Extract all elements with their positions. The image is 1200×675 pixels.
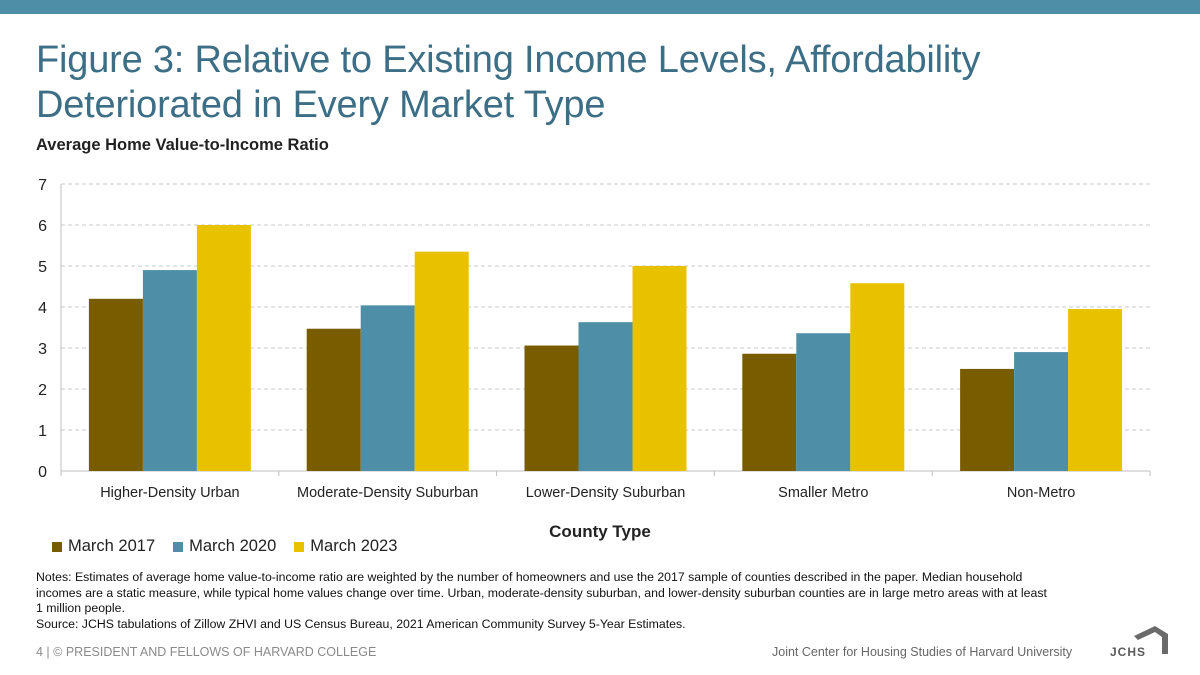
bar-chart: 0 1 2 3 4 5 6 7 Higher-Density Urban Moderate-Den… — [38, 177, 1151, 501]
x-tick-label-lower-density-suburban: Lower-Density Suburban — [526, 485, 686, 501]
bar-lower-density-suburban-march-2023 — [632, 266, 687, 471]
legend-swatch-2020 — [173, 541, 184, 552]
footer-organization: Joint Center for Housing Studies of Harv… — [772, 645, 1073, 659]
y-tick-label-5: 5 — [38, 259, 47, 276]
chart-legend: March 2017 March 2020 March 2023 — [52, 537, 397, 556]
y-tick-label-3: 3 — [38, 341, 47, 358]
chart-title: Average Home Value-to-Income Ratio — [36, 136, 329, 154]
bar-non-metro-march-2023 — [1068, 309, 1123, 471]
logo-text: JCHS — [1110, 645, 1147, 659]
y-tick-label-1: 1 — [38, 423, 47, 440]
x-tick-label-non-metro: Non-Metro — [1007, 485, 1076, 501]
legend-swatch-2017 — [52, 541, 62, 552]
y-tick-label-4: 4 — [38, 300, 47, 317]
bar-higher-density-urban-march-2023 — [196, 225, 251, 471]
bar-non-metro-march-2020 — [1014, 352, 1069, 471]
top-accent-bar — [0, 0, 1200, 14]
y-tick-label-0: 0 — [38, 464, 47, 481]
bar-higher-density-urban-march-2020 — [142, 270, 197, 471]
bar-smaller-metro-march-2023 — [850, 283, 905, 471]
bar-non-metro-march-2017 — [960, 368, 1015, 471]
y-tick-label-2: 2 — [38, 382, 47, 399]
legend-label-2017: March 2017 — [68, 537, 156, 555]
bar-lower-density-suburban-march-2017 — [524, 345, 579, 471]
legend-label-2023: March 2023 — [310, 537, 398, 555]
notes-text: Notes: Estimates of average home value-t… — [36, 570, 1047, 615]
bar-smaller-metro-march-2020 — [796, 333, 851, 471]
bar-moderate-density-suburban-march-2017 — [306, 328, 361, 471]
jchs-house-logo-icon — [1134, 626, 1168, 654]
bar-higher-density-urban-march-2017 — [88, 298, 143, 471]
x-axis-label: County Type — [549, 522, 651, 541]
bar-smaller-metro-march-2017 — [742, 353, 797, 471]
chart-notes: Notes: Estimates of average home value-t… — [36, 570, 1056, 632]
x-tick-label-higher-density-urban: Higher-Density Urban — [100, 485, 239, 501]
y-tick-label-6: 6 — [38, 218, 47, 235]
y-tick-label-7: 7 — [38, 177, 47, 194]
bar-moderate-density-suburban-march-2023 — [414, 251, 469, 471]
x-tick-label-moderate-density-suburban: Moderate-Density Suburban — [297, 485, 478, 501]
source-text: Source: JCHS tabulations of Zillow ZHVI … — [36, 616, 686, 631]
legend-item-2017: March 2017 — [52, 537, 155, 556]
x-tick-label-smaller-metro: Smaller Metro — [778, 485, 868, 501]
page-title: Figure 3: Relative to Existing Income Le… — [36, 39, 981, 126]
bar-moderate-density-suburban-march-2020 — [360, 305, 415, 471]
bar-lower-density-suburban-march-2020 — [578, 322, 633, 471]
legend-item-2023: March 2023 — [294, 537, 397, 556]
legend-label-2020: March 2020 — [189, 537, 277, 555]
legend-swatch-2023 — [294, 541, 305, 552]
legend-item-2020: March 2020 — [173, 537, 276, 556]
footer-copyright: 4 | © PRESIDENT AND FELLOWS OF HARVARD C… — [36, 645, 377, 659]
